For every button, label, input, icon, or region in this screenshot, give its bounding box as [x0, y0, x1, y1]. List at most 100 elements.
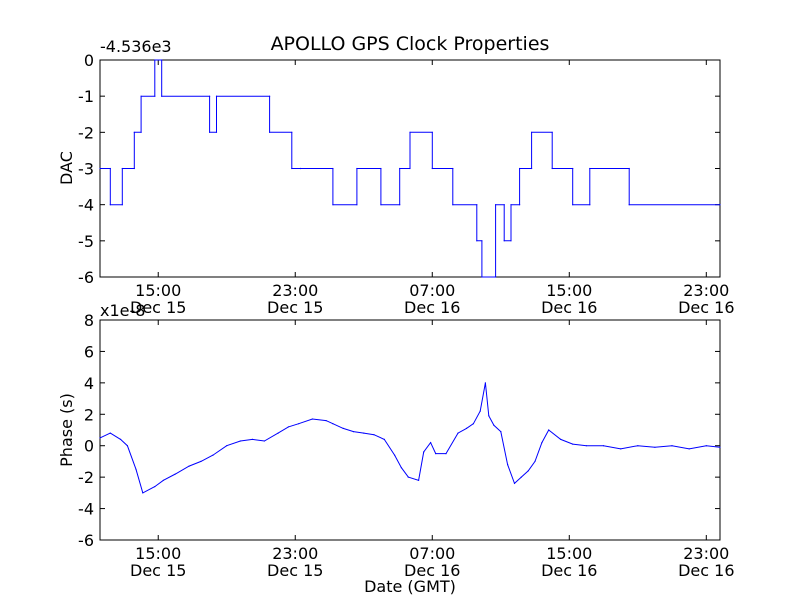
phase-x-tick-date: Dec 15 [267, 561, 323, 580]
dac-data-point [431, 167, 433, 170]
phase-data-point [142, 492, 144, 494]
dac-data-point [481, 240, 483, 242]
dac-data-point [269, 131, 271, 133]
phase-y-tick-label: -2 [78, 468, 94, 487]
dac-data-point [99, 167, 101, 170]
phase-data-point [484, 382, 486, 384]
phase-data-point [383, 438, 385, 440]
dac-x-tick-date: Dec 15 [130, 298, 186, 317]
dac-data-point [380, 167, 382, 170]
dac-data-point [531, 167, 533, 170]
phase-data-point [507, 464, 509, 466]
dac-x-tick-date: Dec 16 [541, 298, 597, 317]
phase-data-point [560, 438, 562, 440]
dac-data-point [519, 204, 521, 206]
dac-data-point [291, 167, 293, 170]
dac-data-point [121, 204, 123, 206]
dac-data-point [140, 131, 142, 133]
phase-data-point [541, 442, 543, 444]
phase-y-tick-label: 8 [84, 311, 94, 330]
phase-offset-label: x1e-8 [100, 301, 145, 320]
phase-data-point [342, 427, 344, 429]
dac-data-point [431, 131, 433, 133]
dac-data-point [133, 131, 135, 133]
phase-y-axis-label: Phase (s) [57, 393, 76, 467]
dac-data-point [154, 59, 156, 61]
phase-data-point [572, 443, 574, 445]
dac-data-point [452, 167, 454, 170]
dac-y-axis-label: DAC [57, 151, 76, 185]
phase-data-point [500, 431, 502, 433]
phase-data-point [445, 453, 447, 455]
dac-x-tick-time: 15:00 [546, 281, 592, 300]
phase-data-point [602, 445, 605, 447]
phase-data-point [251, 438, 253, 440]
phase-y-tick-label: 6 [84, 342, 94, 361]
phase-data-point [488, 415, 490, 417]
phase-data-point [585, 445, 588, 447]
phase-x-tick-date: Dec 15 [130, 561, 186, 580]
dac-y-tick-label: -6 [78, 268, 94, 287]
phase-y-tick-label: 0 [84, 437, 94, 456]
dac-data-point [215, 131, 218, 133]
phase-data-point [352, 431, 355, 433]
phase-x-tick-time: 23:00 [683, 544, 729, 563]
phase-data-point [226, 445, 228, 447]
dac-x-tick-date: Dec 15 [267, 298, 323, 317]
phase-data-point [719, 446, 721, 448]
phase-data-point [332, 423, 334, 425]
dac-data-point [503, 204, 505, 206]
phase-data-point [298, 423, 300, 425]
phase-x-tick-date: Dec 16 [678, 561, 734, 580]
dac-data-point [572, 204, 574, 206]
dac-data-point [589, 167, 591, 170]
phase-data-point [654, 446, 656, 448]
dac-y-tick-label: -2 [78, 123, 94, 142]
dac-data-point [719, 204, 721, 206]
phase-data-point [325, 420, 327, 422]
phase-x-tick-time: 15:00 [546, 544, 592, 563]
phase-data-point [465, 427, 468, 429]
dac-data-point [589, 204, 591, 206]
phase-data-point [637, 445, 639, 447]
dac-data-point [161, 95, 163, 97]
chart-title: APOLLO GPS Clock Properties [271, 33, 550, 55]
phase-data-point [277, 432, 279, 434]
dac-data-point [121, 167, 123, 170]
phase-data-point [472, 423, 474, 425]
phase-data-point [109, 432, 111, 434]
phase-data-point [430, 442, 432, 444]
phase-data-point [423, 451, 425, 453]
phase-data-point [407, 476, 409, 478]
phase-data-point [311, 418, 313, 420]
phase-x-tick-time: 07:00 [409, 544, 455, 563]
dac-data-point [140, 95, 142, 97]
phase-data-point [174, 473, 176, 475]
dac-data-point [409, 131, 411, 133]
phase-data-point [418, 479, 420, 481]
phase-data-point [287, 426, 289, 428]
phase-x-tick-date: Dec 16 [541, 561, 597, 580]
phase-data-point [212, 454, 214, 456]
dac-data-point [551, 131, 553, 133]
phase-data-point [400, 467, 402, 469]
phase-x-tick-time: 15:00 [135, 544, 181, 563]
dac-data-point [109, 167, 111, 170]
dac-data-point [503, 240, 505, 242]
dac-x-tick-date: Dec 16 [404, 298, 460, 317]
dac-data-point [299, 167, 301, 170]
phase-data-point [263, 440, 265, 442]
phase-data-point [705, 445, 707, 447]
phase-data-point [239, 440, 241, 442]
dac-data-point [154, 95, 156, 97]
dac-data-point [399, 167, 401, 170]
dac-data-point [356, 167, 358, 170]
phase-data-point [513, 482, 516, 484]
phase-y-tick-label: -4 [78, 500, 94, 519]
dac-y-tick-label: -1 [78, 87, 94, 106]
dac-x-tick-time: 23:00 [683, 281, 729, 300]
dac-data-point [519, 167, 521, 170]
dac-data-point [356, 204, 358, 206]
